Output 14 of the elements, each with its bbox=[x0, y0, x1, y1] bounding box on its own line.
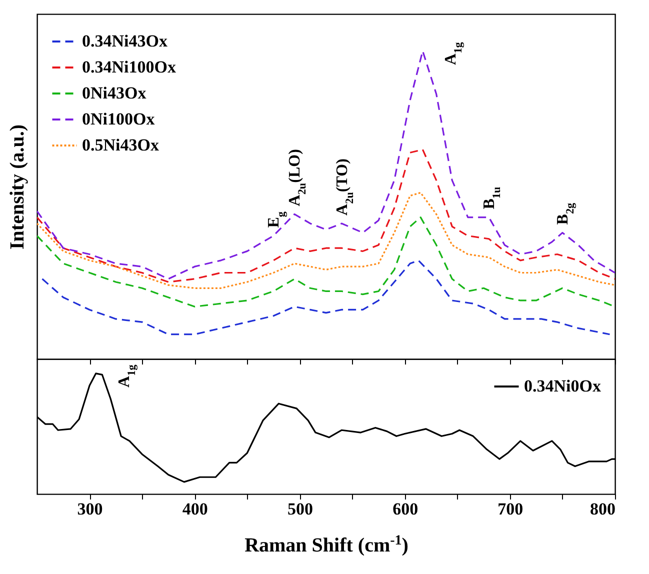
legend-label: 0.34Ni100Ox bbox=[82, 58, 176, 76]
legend-label: 0.34Ni0Ox bbox=[524, 376, 602, 396]
x-tick-label: 600 bbox=[392, 500, 418, 518]
x-tick-label: 400 bbox=[182, 500, 208, 518]
x-tick-label: 800 bbox=[590, 500, 616, 518]
x-tick-label: 300 bbox=[77, 500, 103, 518]
x-tick-label: 500 bbox=[287, 500, 313, 518]
legend-label: 0Ni43Ox bbox=[82, 84, 147, 102]
x-tick-label: 700 bbox=[498, 500, 524, 518]
legend-label: 0Ni100Ox bbox=[82, 110, 156, 128]
legend-label: 0.34Ni43Ox bbox=[82, 32, 168, 50]
y-axis-title: Intensity (a.u.) bbox=[6, 124, 28, 250]
legend-label: 0.5Ni43Ox bbox=[82, 136, 160, 154]
x-axis-title: Raman Shift (cm$^{-1}$) bbox=[244, 533, 408, 556]
